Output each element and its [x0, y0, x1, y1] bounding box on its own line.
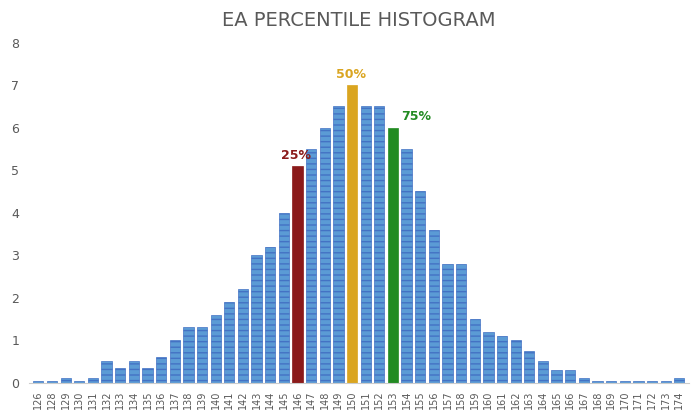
- Bar: [524, 351, 534, 383]
- Bar: [34, 381, 43, 383]
- Bar: [265, 247, 275, 383]
- Bar: [129, 361, 139, 383]
- Bar: [442, 264, 453, 383]
- Bar: [224, 302, 234, 383]
- Bar: [320, 128, 330, 383]
- Bar: [415, 192, 426, 383]
- Bar: [156, 357, 166, 383]
- Bar: [606, 381, 616, 383]
- Bar: [211, 315, 220, 383]
- Bar: [429, 230, 439, 383]
- Bar: [183, 328, 193, 383]
- Bar: [579, 378, 589, 383]
- Bar: [483, 332, 493, 383]
- Bar: [647, 381, 657, 383]
- Bar: [552, 370, 561, 383]
- Bar: [238, 289, 248, 383]
- Bar: [592, 381, 603, 383]
- Bar: [88, 378, 98, 383]
- Bar: [634, 381, 643, 383]
- Bar: [293, 166, 302, 383]
- Bar: [374, 107, 384, 383]
- Bar: [115, 368, 125, 383]
- Bar: [251, 255, 262, 383]
- Bar: [197, 328, 207, 383]
- Bar: [470, 319, 480, 383]
- Bar: [333, 107, 344, 383]
- Bar: [142, 368, 153, 383]
- Text: 50%: 50%: [336, 68, 365, 81]
- Bar: [360, 107, 371, 383]
- Bar: [456, 264, 466, 383]
- Bar: [60, 378, 71, 383]
- Bar: [497, 336, 508, 383]
- Bar: [306, 149, 316, 383]
- Bar: [402, 149, 412, 383]
- Bar: [538, 361, 548, 383]
- Bar: [388, 128, 398, 383]
- Bar: [347, 85, 357, 383]
- Bar: [169, 340, 180, 383]
- Bar: [74, 381, 85, 383]
- Text: 25%: 25%: [281, 149, 311, 162]
- Bar: [620, 381, 630, 383]
- Bar: [661, 381, 671, 383]
- Text: 75%: 75%: [401, 110, 431, 123]
- Bar: [279, 213, 289, 383]
- Bar: [674, 378, 685, 383]
- Bar: [565, 370, 575, 383]
- Bar: [510, 340, 521, 383]
- Title: EA PERCENTILE HISTOGRAM: EA PERCENTILE HISTOGRAM: [222, 11, 496, 30]
- Bar: [47, 381, 57, 383]
- Bar: [102, 361, 112, 383]
